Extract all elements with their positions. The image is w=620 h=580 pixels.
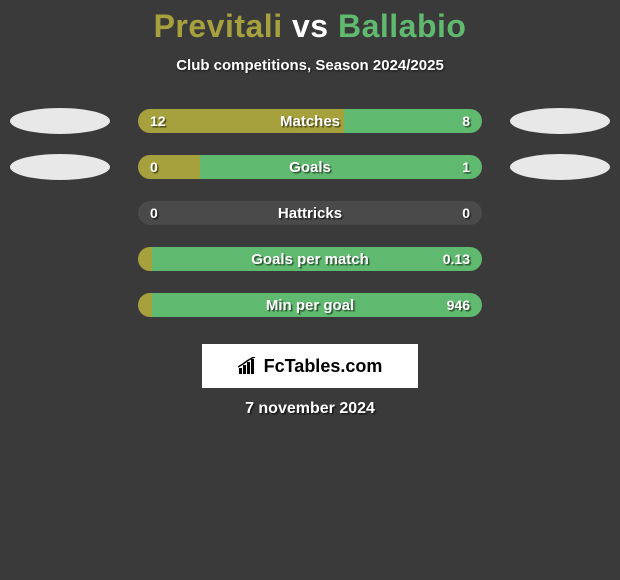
title-left-player: Previtali [154, 8, 283, 44]
stat-row: Matches12 8 [0, 98, 620, 144]
title-vs: vs [292, 8, 329, 44]
stat-left-value: 0 [150, 201, 158, 225]
stat-label: Hattricks [138, 201, 482, 225]
stat-row: Goals per match0.13 [0, 236, 620, 282]
subtitle: Club competitions, Season 2024/2025 [0, 57, 620, 74]
right-team-oval [510, 154, 610, 180]
stat-bar: Goals per match0.13 [138, 247, 482, 271]
stat-bar: Goals0 1 [138, 155, 482, 179]
comparison-container: Previtali vs Ballabio Club competitions,… [0, 0, 620, 418]
date: 7 november 2024 [0, 400, 620, 418]
stat-right-value: 8 [462, 109, 470, 133]
stat-label: Min per goal [138, 293, 482, 317]
stat-bar: Min per goal946 [138, 293, 482, 317]
brand-box[interactable]: FcTables.com [202, 344, 418, 388]
stat-row: Min per goal946 [0, 282, 620, 328]
stat-label: Matches [138, 109, 482, 133]
page-title: Previtali vs Ballabio [0, 8, 620, 45]
stat-right-value: 0.13 [443, 247, 470, 271]
left-team-oval [10, 154, 110, 180]
stat-row: Hattricks0 0 [0, 190, 620, 236]
stat-right-value: 946 [447, 293, 470, 317]
right-team-oval [510, 108, 610, 134]
stat-row: Goals0 1 [0, 144, 620, 190]
bar-chart-icon [238, 357, 260, 375]
stat-left-value: 0 [150, 155, 158, 179]
brand-text: FcTables.com [264, 356, 383, 377]
title-right-player: Ballabio [338, 8, 466, 44]
stat-label: Goals [138, 155, 482, 179]
brand-inner: FcTables.com [238, 356, 383, 377]
stat-bar: Matches12 8 [138, 109, 482, 133]
stat-bar: Hattricks0 0 [138, 201, 482, 225]
stats-rows: Matches128Goals01Hattricks00Goals per ma… [0, 98, 620, 328]
left-team-oval [10, 108, 110, 134]
stat-label: Goals per match [138, 247, 482, 271]
stat-left-value: 12 [150, 109, 166, 133]
stat-right-value: 0 [462, 201, 470, 225]
stat-right-value: 1 [462, 155, 470, 179]
